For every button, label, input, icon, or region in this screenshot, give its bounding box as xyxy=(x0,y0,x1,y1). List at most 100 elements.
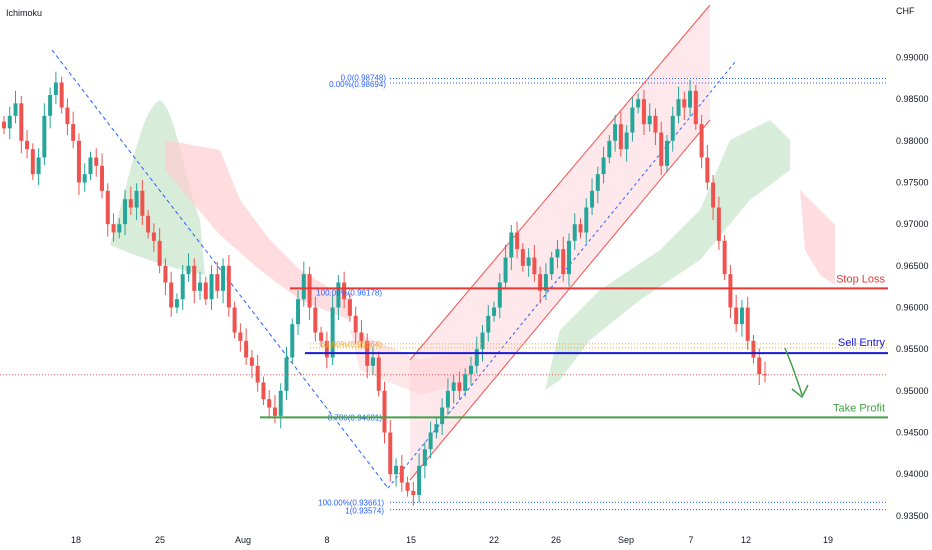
candle-body xyxy=(370,357,375,366)
candle-body xyxy=(543,274,548,291)
axis-background xyxy=(888,0,932,550)
candle-body xyxy=(538,274,543,291)
candle-body xyxy=(65,107,70,125)
candle-body xyxy=(422,449,427,466)
candle-body xyxy=(376,357,381,391)
candle-body xyxy=(111,224,116,233)
candle-body xyxy=(474,349,479,366)
candle-body xyxy=(347,299,352,316)
fib-label-top-b: 0.00%(0.98694) xyxy=(329,80,386,89)
candle-body xyxy=(624,132,629,150)
candle-body xyxy=(134,190,139,208)
y-tick-label: 0.96000 xyxy=(896,303,929,313)
candle-body xyxy=(359,332,364,341)
candle-body xyxy=(307,274,312,308)
candle-body xyxy=(151,232,156,241)
candle-body xyxy=(699,124,704,158)
candle-body xyxy=(203,282,208,300)
x-tick-label: Aug xyxy=(235,535,251,545)
candle-body xyxy=(653,115,658,133)
price-axis: 0.99000 0.98500 0.98000 0.97500 0.97000 0.965… xyxy=(888,0,932,550)
candle-body xyxy=(82,174,87,183)
candle-body xyxy=(445,390,450,408)
candle-body xyxy=(100,165,105,191)
fib-label-bottom-a: 100.00%(0.93661) xyxy=(318,498,384,507)
candle-body xyxy=(221,265,226,291)
indicator-name: Ichimoku xyxy=(6,8,42,18)
candle-body xyxy=(140,190,145,216)
candle-body xyxy=(342,282,347,300)
y-tick-label: 0.96500 xyxy=(896,261,929,271)
candle-body xyxy=(417,465,422,495)
candle-body xyxy=(503,257,508,283)
candle-body xyxy=(728,274,733,308)
candle-body xyxy=(411,490,416,495)
candle-body xyxy=(682,99,687,108)
candle-body xyxy=(388,432,393,475)
candle-body xyxy=(105,190,110,225)
candle-body xyxy=(457,382,462,391)
fib-label-bottom-b: 1(0.93574) xyxy=(345,507,384,516)
channel-lower xyxy=(409,119,711,481)
stop-loss-label: Stop Loss xyxy=(836,273,885,285)
y-tick-label: 0.94500 xyxy=(896,428,929,438)
candle-body xyxy=(664,140,669,166)
trend-lines xyxy=(51,49,389,489)
fib-label-100: 100.00%(0.96178) xyxy=(316,289,382,298)
y-tick-label: 0.95500 xyxy=(896,344,929,354)
take-profit-label: Take Profit xyxy=(833,402,885,414)
candle-body xyxy=(757,357,762,375)
downtrend-line xyxy=(51,49,389,489)
fib-label-top-a: 0.0(0.98748) xyxy=(341,74,387,83)
candle-body xyxy=(716,207,721,241)
x-tick-label: 18 xyxy=(71,535,81,545)
candle-body xyxy=(313,307,318,333)
candle-body xyxy=(261,382,266,400)
x-tick-label: Sep xyxy=(618,535,634,545)
y-tick-label: 0.98500 xyxy=(896,94,929,104)
candle-body xyxy=(734,307,739,325)
y-tick-label: 0.97000 xyxy=(896,219,929,229)
x-tick-label: 15 xyxy=(406,535,416,545)
candle-body xyxy=(169,282,174,308)
candle-body xyxy=(688,90,693,108)
candle-body xyxy=(209,274,214,300)
channel-upper xyxy=(409,4,711,361)
x-tick-label: 8 xyxy=(324,535,329,545)
candle-body xyxy=(198,282,203,291)
currency-label: CHF xyxy=(896,6,915,16)
candle-body xyxy=(238,332,243,341)
candle-body xyxy=(590,190,595,208)
candle-body xyxy=(19,103,24,141)
candle-body xyxy=(722,240,727,275)
candle-body xyxy=(301,274,306,300)
candle-body xyxy=(186,265,191,275)
candle-body xyxy=(163,265,168,283)
candle-body xyxy=(128,199,133,208)
candle-body xyxy=(76,140,81,183)
candle-body xyxy=(555,249,560,258)
candle-body xyxy=(526,257,531,266)
candle-body xyxy=(636,99,641,108)
candle-body xyxy=(180,274,185,300)
cloud-green-1 xyxy=(110,100,205,275)
candle-body xyxy=(174,299,179,308)
candle-body xyxy=(249,357,254,366)
x-tick-label: 12 xyxy=(741,535,751,545)
candle-body xyxy=(30,149,35,175)
candle-body xyxy=(13,103,18,116)
candle-body xyxy=(578,224,583,233)
candle-body xyxy=(676,99,681,116)
candle-body xyxy=(324,340,329,358)
candle-body xyxy=(745,307,750,341)
candle-body xyxy=(566,240,571,275)
x-tick-label: 19 xyxy=(823,535,833,545)
candle-body xyxy=(215,274,220,291)
candle-body xyxy=(618,124,623,150)
candle-body xyxy=(601,157,606,175)
candle-body xyxy=(739,307,744,325)
x-tick-label: 25 xyxy=(155,535,165,545)
candle-body xyxy=(670,115,675,141)
